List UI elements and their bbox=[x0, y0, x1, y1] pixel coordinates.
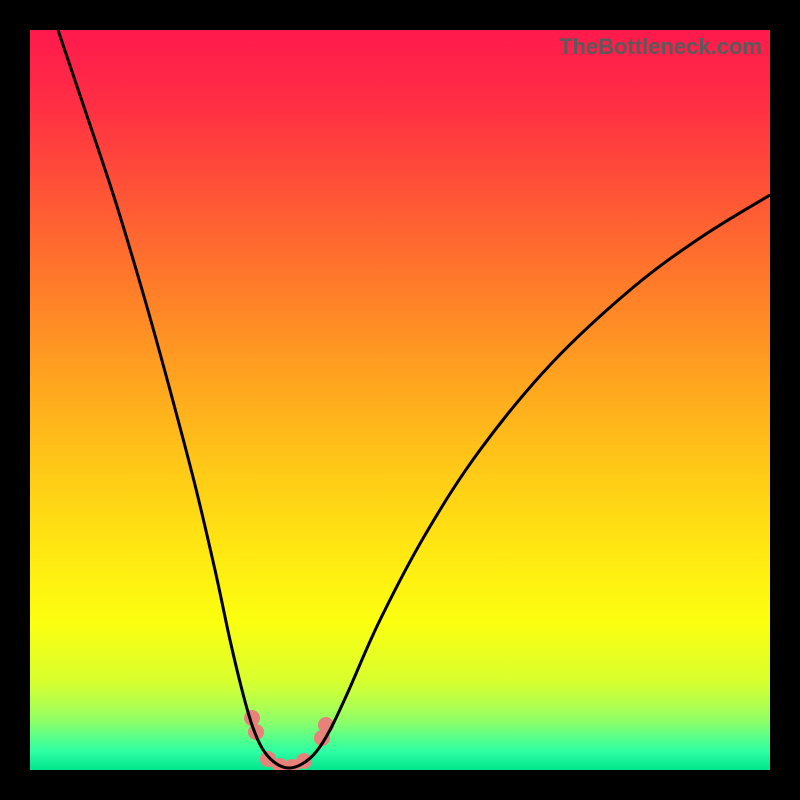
curve-layer bbox=[30, 30, 770, 770]
chart-frame: TheBottleneck.com bbox=[0, 0, 800, 800]
watermark-text: TheBottleneck.com bbox=[559, 34, 762, 60]
plot-area: TheBottleneck.com bbox=[30, 30, 770, 770]
bottleneck-curve bbox=[58, 30, 770, 768]
